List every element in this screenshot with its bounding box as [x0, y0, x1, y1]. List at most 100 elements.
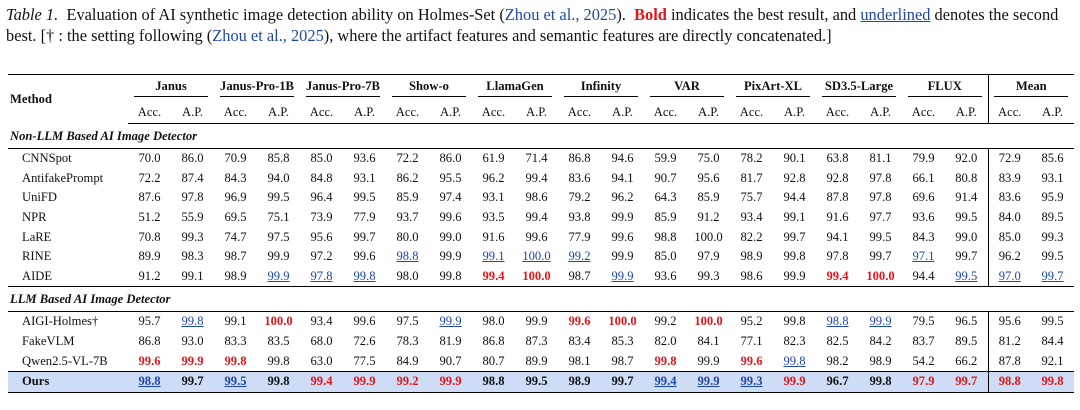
score-cell: 97.5 [267, 229, 290, 244]
score-cell: 72.2 [396, 151, 419, 166]
score-cell: 97.4 [439, 190, 462, 205]
method-name: AIDE [22, 268, 53, 283]
score-cell: 99.3 [697, 268, 720, 283]
method-name: FakeVLM [22, 334, 75, 349]
score-cell: 85.3 [611, 334, 634, 349]
score-cell: 98.8 [472, 370, 515, 393]
score-cell: 98.8 [826, 314, 849, 329]
score-cell: 99.2 [654, 314, 677, 329]
score-cell: 99.6 [138, 353, 161, 368]
score-cell: 100.0 [866, 268, 895, 283]
metric-label: A.P. [773, 101, 816, 124]
score-cell: 99.7 [869, 249, 892, 264]
score-cell: 98.8 [654, 229, 677, 244]
score-cell: 54.2 [912, 353, 935, 368]
method-name: AIGI-Holmes† [22, 314, 99, 329]
score-cell: 90.7 [654, 170, 677, 185]
dataset-label: VAR [650, 79, 724, 97]
score-cell: 96.7 [816, 370, 859, 393]
score-cell: 99.9 [429, 370, 472, 393]
score-cell: 96.4 [310, 190, 333, 205]
score-cell: 100.0 [608, 314, 637, 329]
dataset-label: FLUX [907, 79, 982, 97]
score-cell: 69.5 [224, 210, 247, 225]
score-cell: 98.6 [525, 190, 548, 205]
score-cell: 92.8 [783, 170, 806, 185]
score-cell: 72.6 [353, 334, 376, 349]
score-cell: 94.0 [267, 170, 290, 185]
metric-label: Acc. [472, 101, 515, 124]
score-cell: 97.8 [869, 190, 892, 205]
metric-label: A.P. [687, 101, 730, 124]
citation-link[interactable]: Zhou et al., 2025 [212, 26, 324, 45]
score-cell: 99.5 [1041, 249, 1064, 264]
score-cell: 99.8 [783, 314, 806, 329]
score-cell: 99.6 [353, 314, 376, 329]
score-cell: 99.5 [353, 190, 376, 205]
score-cell: 91.2 [138, 268, 161, 283]
score-cell: 85.0 [654, 249, 677, 264]
caption-text-3: indicates the best result, and [666, 5, 861, 24]
score-cell: 84.1 [697, 334, 720, 349]
score-cell: 99.9 [611, 249, 634, 264]
score-cell: 97.0 [987, 266, 1031, 287]
score-cell: 75.7 [740, 190, 763, 205]
metric-label: A.P. [515, 101, 558, 124]
score-cell: 99.4 [644, 370, 687, 393]
score-cell: 86.0 [439, 151, 462, 166]
score-cell: 86.2 [396, 170, 419, 185]
table-body: Non-LLM Based AI Image Detector CNNSpot 70… [8, 123, 1074, 393]
score-cell: 86.8 [482, 334, 505, 349]
score-cell: 99.9 [439, 314, 462, 329]
score-cell: 79.9 [912, 151, 935, 166]
score-cell: 99.3 [181, 229, 204, 244]
score-cell: 51.2 [138, 210, 161, 225]
score-cell: 55.9 [181, 210, 204, 225]
score-cell: 99.9 [525, 314, 548, 329]
score-cell: 75.0 [697, 151, 720, 166]
score-cell: 85.0 [310, 151, 333, 166]
score-cell: 97.2 [310, 249, 333, 264]
score-cell: 97.9 [697, 249, 720, 264]
score-cell: 81.7 [740, 170, 763, 185]
score-cell: 93.1 [1041, 170, 1064, 185]
score-cell: 82.0 [654, 334, 677, 349]
score-cell: 91.2 [697, 210, 720, 225]
table-row: CNNSpot 70.0 86.0 70.9 85.8 85.0 93.6 72.2 86.0 6… [8, 148, 1074, 169]
score-cell: 87.8 [826, 190, 849, 205]
score-cell: 66.2 [955, 353, 978, 368]
score-cell: 96.2 [611, 190, 634, 205]
score-cell: 91.6 [482, 229, 505, 244]
table-row: FakeVLM 86.8 93.0 83.3 83.5 68.0 72.6 78.3 81.9 8… [8, 331, 1074, 352]
score-cell: 95.7 [138, 314, 161, 329]
score-cell: 87.8 [987, 351, 1031, 372]
table-row: LaRE 70.8 99.3 74.7 97.5 95.6 99.7 80.0 99.0 91.6… [8, 227, 1074, 247]
score-cell: 97.8 [181, 190, 204, 205]
score-cell: 99.7 [171, 370, 214, 393]
score-cell: 89.9 [138, 249, 161, 264]
score-cell: 99.0 [955, 229, 978, 244]
score-cell: 84.2 [869, 334, 892, 349]
score-cell: 95.5 [439, 170, 462, 185]
metric-header-row: Acc. A.P. Acc. A.P. Acc. A.P. Acc. A.P. Acc. A.P.… [8, 101, 1074, 124]
score-cell: 81.9 [439, 334, 462, 349]
score-cell: 84.0 [987, 207, 1031, 228]
score-cell: 98.9 [740, 249, 763, 264]
score-cell: 63.0 [310, 353, 333, 368]
score-cell: 85.0 [987, 227, 1031, 247]
score-cell: 84.9 [396, 353, 419, 368]
score-cell: 92.8 [826, 170, 849, 185]
table-row: AIGI-Holmes† 95.7 99.8 99.1 100.0 93.4 99.6 97.… [8, 311, 1074, 332]
score-cell: 77.9 [568, 229, 591, 244]
score-cell: 90.7 [439, 353, 462, 368]
score-cell: 95.6 [987, 311, 1031, 332]
dataset-header: VAR [644, 74, 730, 101]
score-cell: 86.8 [138, 334, 161, 349]
score-cell: 78.3 [396, 334, 419, 349]
score-cell: 99.8 [181, 314, 204, 329]
metric-label: Acc. [214, 101, 257, 124]
score-cell: 99.7 [353, 229, 376, 244]
score-cell: 82.5 [826, 334, 849, 349]
score-cell: 94.4 [783, 190, 806, 205]
citation-link[interactable]: Zhou et al., 2025 [504, 5, 617, 24]
